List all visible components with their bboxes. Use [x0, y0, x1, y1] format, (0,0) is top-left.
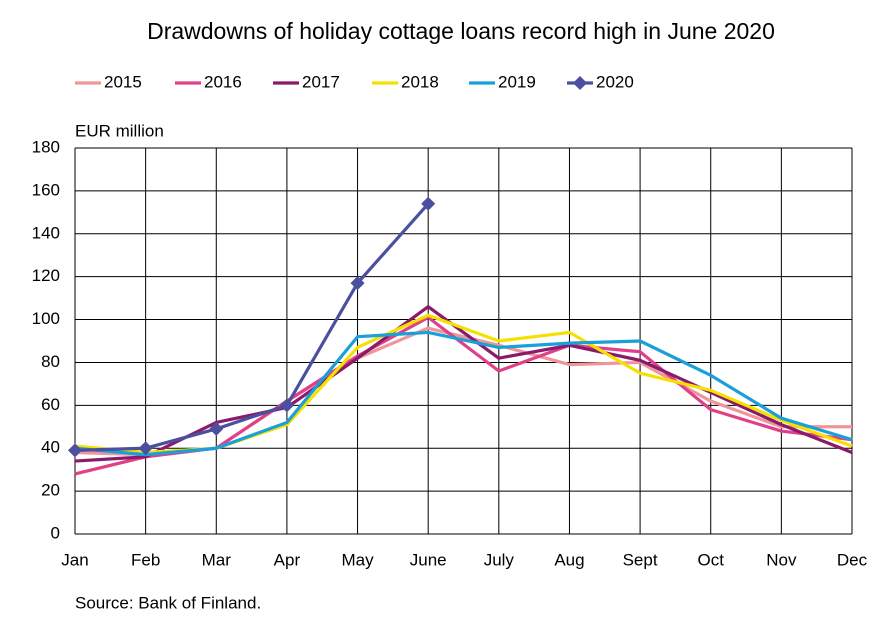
x-tick-label: June [410, 550, 447, 569]
marker [68, 443, 82, 458]
x-tick-label: Dec [837, 550, 868, 569]
y-tick-label: 120 [32, 266, 60, 285]
y-tick-label: 140 [32, 223, 60, 242]
x-tick-label: Jan [61, 550, 88, 569]
y-tick-label: 20 [41, 481, 60, 500]
y-tick-label: 60 [41, 395, 60, 414]
series-line [74, 305, 853, 463]
source: Source: Bank of Finland. [75, 593, 261, 612]
x-tick-label: Feb [131, 550, 160, 569]
marker [279, 398, 294, 413]
marker [350, 276, 365, 291]
x-tick-label: Apr [274, 550, 301, 569]
y-axis-label: EUR million [75, 121, 164, 140]
legend-label: 2015 [104, 72, 142, 91]
legend-label: 2019 [498, 72, 536, 91]
x-tick-label: Oct [698, 550, 725, 569]
legend-marker [573, 76, 587, 90]
x-tick-label: July [484, 550, 515, 569]
x-tick-label: Sept [623, 550, 658, 569]
x-tick-label: Aug [554, 550, 584, 569]
y-tick-label: 0 [51, 523, 60, 542]
y-tick-label: 160 [32, 180, 60, 199]
series-line [74, 330, 853, 457]
x-tick-label: Mar [202, 550, 232, 569]
marker [209, 421, 224, 436]
y-tick-label: 80 [41, 352, 60, 371]
legend-label: 2018 [401, 72, 439, 91]
marker [421, 196, 436, 211]
y-tick-label: 180 [32, 137, 60, 156]
x-tick-label: Nov [766, 550, 797, 569]
legend-label: 2016 [204, 72, 242, 91]
legend-label: 2020 [596, 72, 634, 91]
x-tick-label: May [341, 550, 374, 569]
marker [138, 441, 153, 456]
series-line [74, 202, 430, 452]
y-tick-label: 40 [41, 438, 60, 457]
legend-label: 2017 [302, 72, 340, 91]
y-tick-label: 100 [32, 309, 60, 328]
chart-title: Drawdowns of holiday cottage loans recor… [147, 18, 775, 44]
